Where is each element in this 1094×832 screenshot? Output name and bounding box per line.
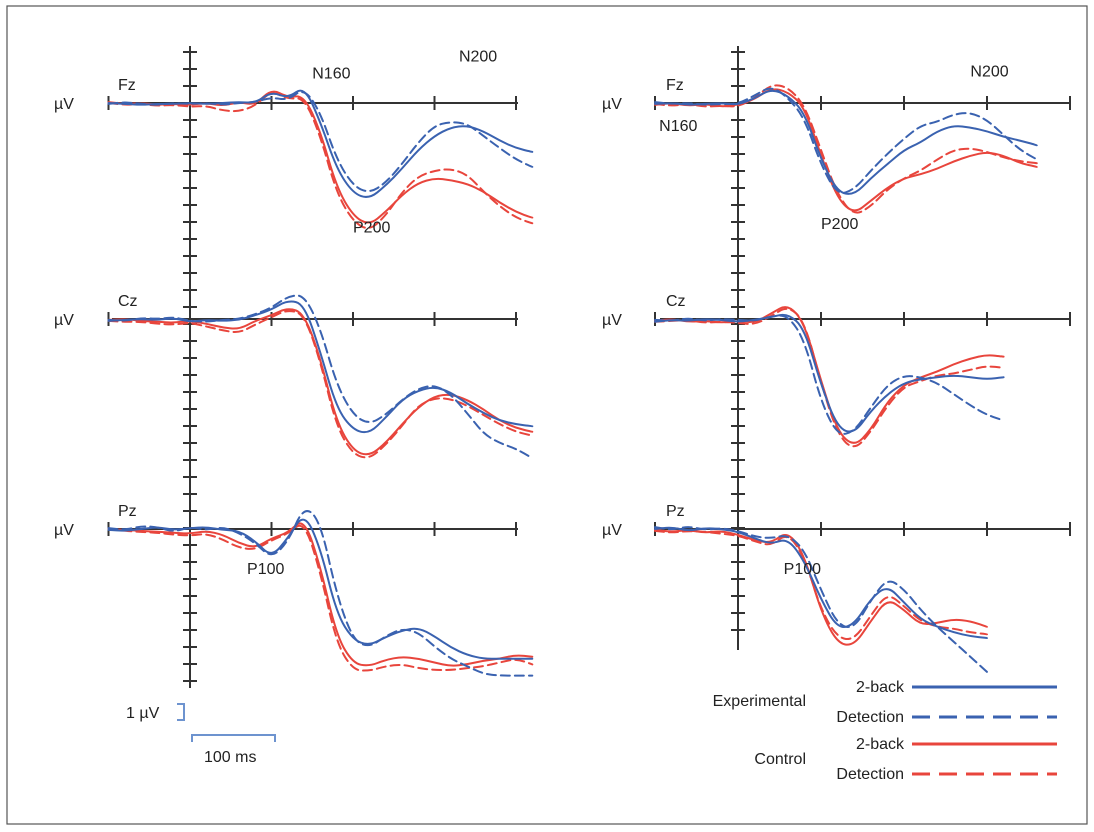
trace-ctrl-2back [107,522,534,667]
scale-bar: 1 µV 100 ms [126,703,276,766]
component-label-n160: N160 [659,118,697,135]
component-label-p200: P200 [353,220,390,237]
panel-right-fz: µV Fz N160 N200 P200 [602,64,1071,233]
unit-label: µV [602,522,622,539]
electrode-label: Pz [118,503,137,520]
unit-label: µV [602,312,622,329]
legend-group-label: Experimental [713,693,806,710]
legend-group-label: Control [754,751,806,768]
trace-ctrl-detection [107,92,534,229]
trace-ctrl-2back [107,308,534,456]
trace-exp-2back [654,526,988,639]
scale-time-bar [191,734,276,742]
component-label-n160: N160 [312,66,350,83]
electrode-label: Fz [118,77,136,94]
legend-task-label: 2-back [856,736,905,753]
component-label-p100: P100 [784,561,821,578]
scale-time-label: 100 ms [204,749,256,766]
component-label-n200: N200 [970,64,1008,81]
legend: 2-back Detection 2-back Detection Experiment… [713,679,1057,783]
component-label-n200: N200 [459,49,497,66]
trace-exp-2back [654,313,1005,433]
electrode-label: Cz [118,293,138,310]
electrode-label: Cz [666,293,686,310]
trace-ctrl-detection [107,524,534,672]
panels: µV Fz N160 N200 P200 µV Cz µV Pz P100 µV Fz N160 N200… [54,46,1071,688]
scale-amplitude-bar [177,703,185,721]
trace-exp-detection [107,510,534,677]
trace-exp-2back [107,518,534,660]
panel-left-cz: µV Cz [54,293,534,460]
panel-left-fz: µV Fz N160 N200 P200 [54,49,534,237]
trace-exp-2back [654,89,1038,195]
trace-exp-2back [107,300,534,434]
right-column-axis [731,46,745,650]
legend-task-label: Detection [836,766,904,783]
scale-amplitude-label: 1 µV [126,705,160,722]
unit-label: µV [602,96,622,113]
component-label-p200: P200 [821,216,858,233]
left-column-axis [183,46,197,688]
unit-label: µV [54,96,74,113]
legend-task-label: 2-back [856,679,905,696]
trace-ctrl-2back [654,528,988,646]
legend-task-label: Detection [836,709,904,726]
electrode-label: Fz [666,77,684,94]
unit-label: µV [54,312,74,329]
unit-label: µV [54,522,74,539]
panel-right-pz: µV Pz P100 [602,503,1071,673]
electrode-label: Pz [666,503,685,520]
panel-right-cz: µV Cz [602,293,1071,448]
panel-left-pz: µV Pz P100 [54,503,534,677]
figure-frame [6,5,1088,825]
trace-exp-detection [654,314,1005,435]
trace-exp-2back [107,89,534,198]
component-label-p100: P100 [247,561,284,578]
